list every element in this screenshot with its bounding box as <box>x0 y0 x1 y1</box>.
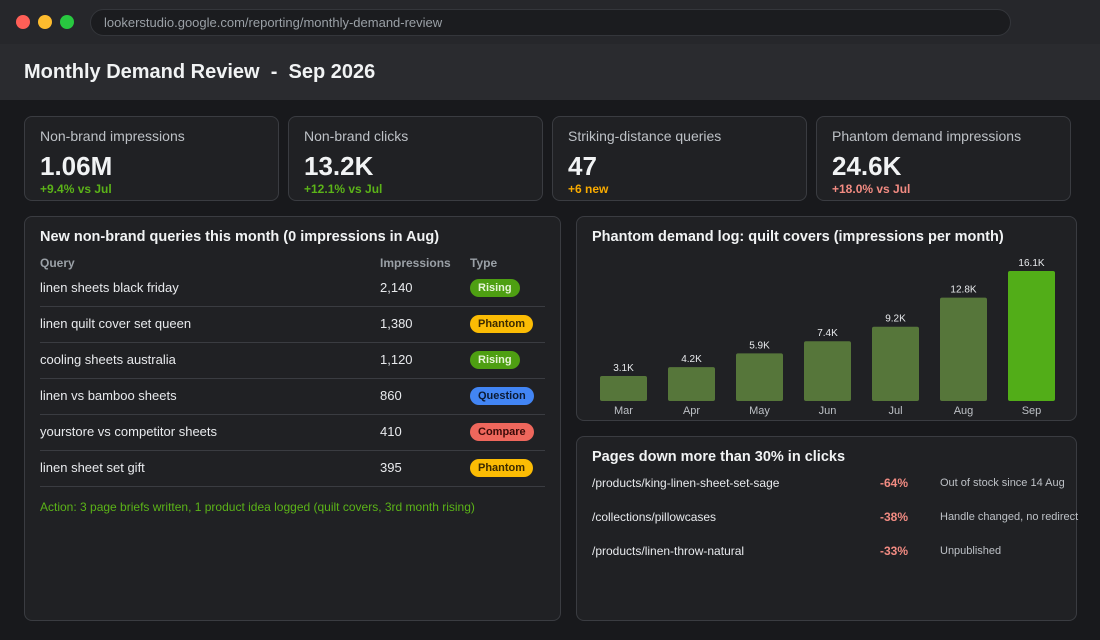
kpi-card-nonbrand-impressions[interactable]: Non-brand impressions 1.06M +9.4% vs Jul <box>24 116 279 201</box>
column-header-type[interactable]: Type <box>470 256 498 270</box>
action-note: Action: 3 page briefs written, 1 product… <box>40 500 475 514</box>
column-header-impressions[interactable]: Impressions <box>380 256 451 270</box>
type-badge: Phantom <box>470 459 534 477</box>
page-note: Out of stock since 14 Aug <box>940 477 1065 489</box>
panel-title: Pages down more than 30% in clicks <box>592 449 846 465</box>
x-tick-label: Mar <box>614 405 633 417</box>
type-badge: Question <box>470 387 534 405</box>
list-item[interactable]: /products/king-linen-sheet-set-sage -64%… <box>592 473 1082 493</box>
bar-value-label: 3.1K <box>613 363 634 374</box>
kpi-label: Non-brand clicks <box>304 128 409 144</box>
x-tick-label: May <box>749 405 770 417</box>
bar-jul[interactable] <box>872 326 919 401</box>
page-path: /products/king-linen-sheet-set-sage <box>592 476 780 490</box>
table-row[interactable]: cooling sheets australia 1,120 Rising <box>40 343 545 379</box>
bar-sep[interactable] <box>1008 271 1055 401</box>
page-note: Unpublished <box>940 545 1002 557</box>
bar-chart: 3.1K Mar 4.2K Apr 5.9K May 7.4K Jun 9.2K Jul 12.8K… <box>600 258 1055 417</box>
kpi-delta: +6 new <box>568 182 609 196</box>
click-change: -33% <box>880 544 909 558</box>
impressions-cell: 395 <box>380 460 402 475</box>
type-badge: Compare <box>470 423 534 441</box>
bar-aug[interactable] <box>940 297 987 401</box>
type-badge: Rising <box>470 351 520 369</box>
query-cell: linen sheet set gift <box>40 460 145 475</box>
kpi-delta: +9.4% vs Jul <box>40 182 112 196</box>
column-header-query[interactable]: Query <box>40 256 75 270</box>
type-badge: Phantom <box>470 315 534 333</box>
bar-value-label: 16.1K <box>1018 258 1044 269</box>
kpi-value: 24.6K <box>832 151 902 181</box>
table-row[interactable]: yourstore vs competitor sheets 410 Compa… <box>40 415 545 451</box>
kpi-card-nonbrand-clicks[interactable]: Non-brand clicks 13.2K +12.1% vs Jul <box>288 116 543 201</box>
x-tick-label: Aug <box>954 405 974 417</box>
x-tick-label: Sep <box>1022 405 1042 417</box>
pages-down-panel: Pages down more than 30% in clicks /prod… <box>576 436 1078 621</box>
query-cell: linen quilt cover set queen <box>40 316 192 331</box>
minimize-window-button[interactable] <box>38 15 52 29</box>
kpi-value: 47 <box>568 151 597 181</box>
page-note: Handle changed, no redirect <box>940 511 1079 523</box>
maximize-window-button[interactable] <box>60 15 74 29</box>
kpi-card-striking-distance[interactable]: Striking-distance queries 47 +6 new <box>552 116 807 201</box>
close-window-button[interactable] <box>16 15 30 29</box>
query-cell: yourstore vs competitor sheets <box>40 424 218 439</box>
list-item[interactable]: /collections/pillowcases -38% Handle cha… <box>592 507 1082 527</box>
query-cell: linen sheets black friday <box>40 280 179 295</box>
table-row[interactable]: linen quilt cover set queen 1,380 Phanto… <box>40 307 545 343</box>
impressions-cell: 410 <box>380 424 402 439</box>
bar-jun[interactable] <box>804 341 851 401</box>
list-item[interactable]: /products/linen-throw-natural -33% Unpub… <box>592 541 1082 561</box>
table-row[interactable]: linen sheets black friday 2,140 Rising <box>40 271 545 307</box>
table-row[interactable]: linen vs bamboo sheets 860 Question <box>40 379 545 415</box>
page-path: /collections/pillowcases <box>592 510 717 524</box>
bar-value-label: 5.9K <box>749 340 770 351</box>
kpi-label: Non-brand impressions <box>40 128 185 144</box>
report-title: Monthly Demand Review - Sep 2026 <box>24 61 376 83</box>
kpi-delta: +12.1% vs Jul <box>304 182 383 196</box>
table-row[interactable]: linen sheet set gift 395 Phantom <box>40 451 545 487</box>
impressions-cell: 1,120 <box>380 352 413 367</box>
bar-mar[interactable] <box>600 375 647 401</box>
address-bar[interactable]: lookerstudio.google.com/reporting/monthl… <box>90 9 1011 36</box>
kpi-value: 13.2K <box>304 151 374 181</box>
kpi-label: Striking-distance queries <box>568 128 722 144</box>
browser-toolbar: lookerstudio.google.com/reporting/monthl… <box>0 0 1100 44</box>
new-queries-panel: New non-brand queries this month (0 impr… <box>24 216 561 621</box>
page-path: /products/linen-throw-natural <box>592 544 745 558</box>
bar-value-label: 4.2K <box>681 354 702 365</box>
bar-apr[interactable] <box>668 367 715 401</box>
bar-value-label: 7.4K <box>817 328 838 339</box>
kpi-label: Phantom demand impressions <box>832 128 1022 144</box>
impressions-cell: 2,140 <box>380 280 413 295</box>
query-cell: linen vs bamboo sheets <box>40 388 177 403</box>
bar-value-label: 9.2K <box>885 314 906 325</box>
x-tick-label: Apr <box>683 405 700 417</box>
kpi-value: 1.06M <box>40 151 113 181</box>
x-tick-label: Jul <box>888 405 902 417</box>
click-change: -38% <box>880 510 909 524</box>
kpi-card-phantom-demand[interactable]: Phantom demand impressions 24.6K +18.0% … <box>816 116 1071 201</box>
click-change: -64% <box>880 476 909 490</box>
report-header: Monthly Demand Review - Sep 2026 <box>0 44 1100 100</box>
impressions-cell: 1,380 <box>380 316 413 331</box>
x-tick-label: Jun <box>819 405 837 417</box>
bar-may[interactable] <box>736 353 783 401</box>
phantom-demand-chart-panel: Phantom demand log: quilt covers (impres… <box>576 216 1077 421</box>
type-badge: Rising <box>470 279 520 297</box>
panel-title: New non-brand queries this month (0 impr… <box>40 229 440 245</box>
bar-value-label: 12.8K <box>950 285 976 296</box>
impressions-cell: 860 <box>380 388 402 403</box>
kpi-delta: +18.0% vs Jul <box>832 182 911 196</box>
chart-title: Phantom demand log: quilt covers (impres… <box>592 229 1004 245</box>
query-cell: cooling sheets australia <box>40 352 176 367</box>
